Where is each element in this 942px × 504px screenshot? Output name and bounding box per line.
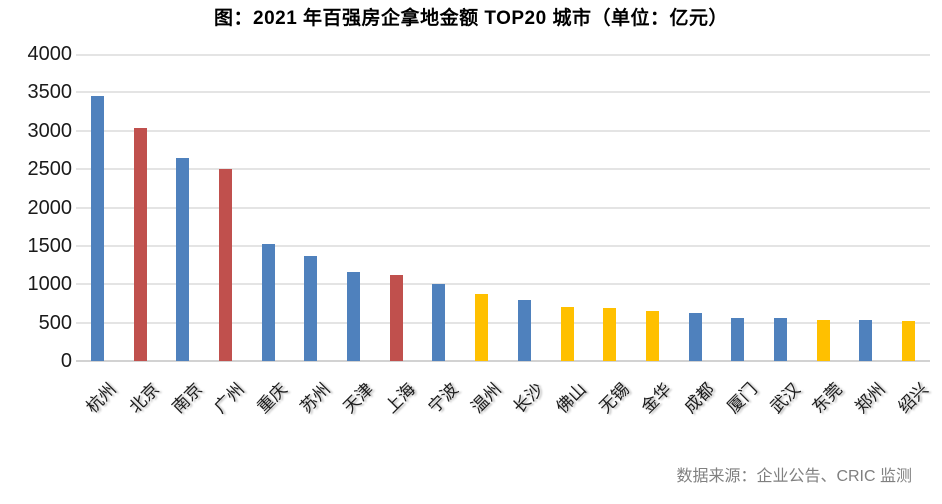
x-tick-label: 佛山 (552, 379, 590, 418)
x-tick-label: 成都 (680, 379, 718, 418)
gridline (76, 245, 930, 247)
bar-金华 (646, 311, 659, 361)
gridline (76, 322, 930, 324)
x-tick-label: 绍兴 (894, 379, 932, 418)
x-tick-label: 南京 (168, 379, 206, 418)
bar-长沙 (518, 300, 531, 361)
x-tick-label: 郑州 (851, 379, 889, 418)
bar-无锡 (603, 308, 616, 361)
bar-郑州 (859, 320, 872, 361)
x-tick-label: 武汉 (766, 379, 804, 418)
bar-厦门 (731, 318, 744, 361)
bar-广州 (219, 169, 232, 361)
x-tick-label: 无锡 (595, 379, 633, 418)
x-tick-label: 宁波 (424, 379, 462, 418)
bar-天津 (347, 272, 360, 361)
x-tick-label: 天津 (339, 379, 377, 418)
bar-宁波 (432, 284, 445, 361)
gridline (76, 54, 930, 56)
bar-绍兴 (902, 321, 915, 361)
x-tick-label: 重庆 (253, 379, 291, 418)
x-tick-label: 金华 (637, 379, 675, 418)
y-tick-label: 1500 (27, 235, 73, 257)
x-tick-label: 杭州 (82, 379, 120, 418)
bar-北京 (134, 128, 147, 361)
chart-title: 图：2021 年百强房企拿地金额 TOP20 城市（单位：亿元） (214, 8, 728, 29)
y-tick-label: 2500 (27, 158, 73, 180)
x-tick-label: 长沙 (509, 379, 547, 418)
x-tick-label: 温州 (467, 379, 505, 418)
bar-重庆 (262, 244, 275, 361)
x-tick-label: 东莞 (808, 379, 846, 418)
x-axis-line (76, 360, 930, 362)
x-tick-label: 北京 (125, 379, 163, 418)
gridline (76, 91, 930, 93)
x-tick-label: 广州 (210, 379, 248, 418)
bar-苏州 (304, 256, 317, 361)
bar-温州 (475, 294, 488, 361)
gridline (76, 168, 930, 170)
bar-东莞 (817, 320, 830, 361)
y-axis: 0 500 1000 1500 2000 2500 3000 3500 4000 (0, 0, 73, 504)
y-tick-label: 3500 (27, 81, 73, 103)
gridline (76, 283, 930, 285)
y-tick-label: 1000 (27, 273, 73, 295)
source-note: 数据来源：企业公告、CRIC 监测 (676, 468, 912, 485)
bar-武汉 (774, 318, 787, 361)
y-tick-label: 0 (60, 350, 72, 372)
x-tick-label: 厦门 (723, 379, 761, 418)
bar-杭州 (91, 96, 104, 361)
bar-南京 (176, 158, 189, 361)
y-tick-label: 4000 (27, 43, 73, 65)
bar-上海 (390, 275, 403, 361)
y-tick-label: 3000 (27, 120, 73, 142)
x-tick-label: 上海 (381, 379, 419, 418)
bar-佛山 (561, 307, 574, 361)
gridline (76, 130, 930, 132)
x-tick-label: 苏州 (296, 379, 334, 418)
gridline (76, 207, 930, 209)
y-tick-label: 2000 (27, 197, 73, 219)
plot-area (76, 54, 930, 362)
bar-成都 (689, 313, 702, 361)
y-tick-label: 500 (38, 312, 72, 334)
